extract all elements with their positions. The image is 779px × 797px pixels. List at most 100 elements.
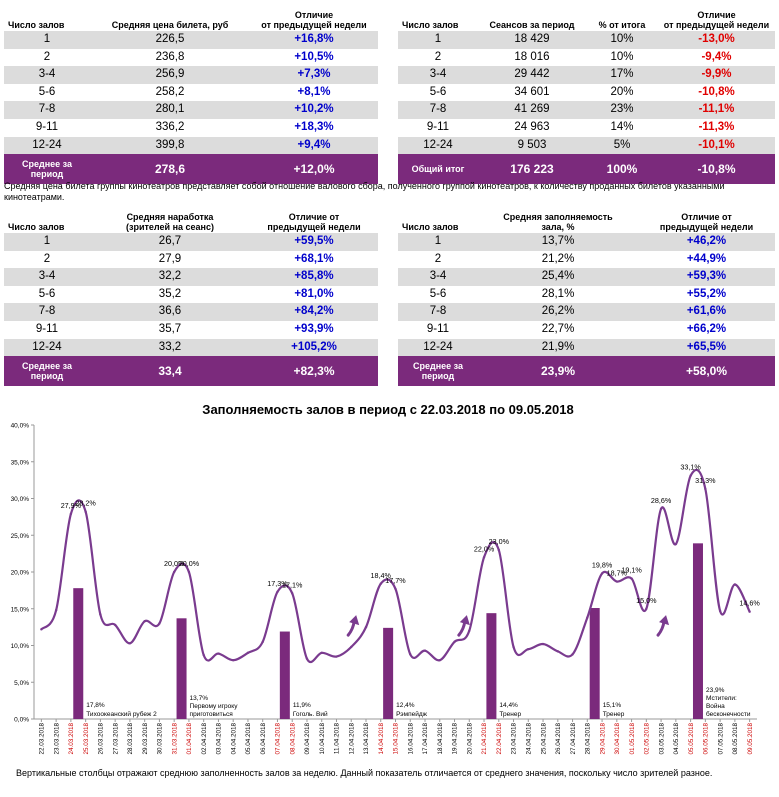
- row-label: 5-6: [398, 83, 478, 102]
- cell-value: 23%: [586, 101, 658, 119]
- bar-value-label: 12,4%: [396, 702, 415, 709]
- x-tick-label: 31.03.2018: [171, 723, 178, 755]
- row-label: 3-4: [398, 66, 478, 84]
- bar-film-label: Тихоокеанский рубеж 2: [86, 710, 157, 718]
- footer-share: 100%: [586, 154, 658, 185]
- x-tick-label: 29.04.2018: [599, 723, 606, 755]
- data-point: [733, 583, 737, 586]
- cell-value: 34 601: [478, 83, 586, 102]
- table-row: 3-4 32,2 +85,8%: [4, 268, 378, 286]
- table-row: 7-8 26,2% +61,6%: [398, 303, 775, 321]
- column-header: Сеансов за период: [489, 20, 575, 30]
- table-row: 12-24 21,9% +65,5%: [398, 338, 775, 357]
- column-header-text: Отличие от предыдущей недели: [659, 212, 754, 232]
- data-point: [541, 642, 545, 646]
- point-value-label: 20,0%: [164, 559, 185, 568]
- footer-change: +82,3%: [250, 356, 378, 387]
- x-tick-label: 18.04.2018: [437, 723, 444, 755]
- bar-value-label: 14,4%: [499, 702, 518, 709]
- row-label: 1: [398, 31, 478, 49]
- cell-value: -10,8%: [658, 83, 775, 102]
- cell-value: 26,2%: [478, 303, 638, 321]
- row-label: 9-11: [4, 320, 90, 339]
- row-label: 1: [4, 31, 90, 49]
- row-label: 9-11: [398, 320, 478, 339]
- bar-value-label: 11,9%: [293, 702, 311, 709]
- bar-value-label: 23,9%: [706, 687, 725, 694]
- cell-value: +10,5%: [250, 48, 378, 67]
- x-tick-label: 23.04.2018: [511, 723, 518, 755]
- table-avg-price: Число залов Средняя цена билета, руб Отл…: [4, 4, 378, 185]
- cell-value: -11,1%: [658, 101, 775, 119]
- point-value-label: 19,8%: [592, 560, 613, 569]
- point-value-label: 19,1%: [621, 566, 642, 575]
- cell-value: 24 963: [478, 118, 586, 137]
- data-point: [40, 628, 43, 631]
- bar-value-label: 15,1%: [603, 702, 622, 709]
- point-value-label: 33,1%: [680, 463, 701, 472]
- cell-value: 32,2: [90, 268, 250, 286]
- row-label: 5-6: [4, 83, 90, 102]
- x-tick-label: 16.04.2018: [407, 723, 414, 755]
- x-tick-label: 01.05.2018: [629, 723, 636, 755]
- table-row: 9-11 24 963 14% -11,3%: [398, 118, 775, 137]
- chart-title: Заполняемость залов в период с 22.03.201…: [202, 402, 573, 417]
- y-tick-label: 25,0%: [11, 533, 30, 540]
- cell-value: 14%: [586, 118, 658, 137]
- bar-film-label: Тренер: [499, 711, 521, 718]
- cell-value: 20%: [586, 83, 658, 102]
- cell-value: 5%: [586, 136, 658, 155]
- table-row: 5-6 28,1% +55,2%: [398, 285, 775, 304]
- column-header: Число залов: [8, 222, 65, 232]
- table-sessions: Число залов Сеансов за период % от итога…: [398, 4, 775, 185]
- row-label: 3-4: [4, 66, 90, 84]
- cell-value: 13,7%: [478, 233, 638, 251]
- table-row: 12-24 399,8 +9,4%: [4, 136, 378, 155]
- footer-value: 278,6: [90, 154, 250, 185]
- row-label: 12-24: [398, 338, 478, 357]
- cell-value: 22,7%: [478, 320, 638, 339]
- row-label: 2: [398, 250, 478, 269]
- column-header: Средняя цена билета, руб: [111, 20, 229, 30]
- y-tick-label: 40,0%: [11, 423, 30, 430]
- cell-value: +46,2%: [638, 233, 775, 251]
- table-row: 12-24 9 503 5% -10,1%: [398, 136, 775, 155]
- data-point: [143, 620, 146, 623]
- x-tick-label: 20.04.2018: [466, 723, 473, 755]
- y-tick-label: 30,0%: [11, 496, 30, 503]
- x-tick-label: 19.04.2018: [452, 723, 459, 755]
- point-value-label: 31,3%: [695, 476, 716, 485]
- data-point: [202, 653, 205, 657]
- row-label: 5-6: [4, 285, 90, 304]
- point-value-label: 17,3%: [267, 579, 288, 588]
- x-tick-label: 17.04.2018: [422, 723, 429, 755]
- table-row: 9-11 22,7% +66,2%: [398, 320, 775, 339]
- table-row: 3-4 29 442 17% -9,9%: [398, 66, 775, 84]
- data-point: [99, 613, 102, 616]
- cell-value: +85,8%: [250, 268, 378, 286]
- data-point: [615, 580, 619, 583]
- x-tick-label: 22.03.2018: [39, 723, 46, 755]
- data-point: [409, 653, 412, 656]
- x-tick-label: 07.05.2018: [717, 723, 724, 755]
- data-point: [468, 629, 471, 632]
- row-label: 7-8: [398, 101, 478, 119]
- row-label: 12-24: [398, 136, 478, 155]
- table-row: 5-6 35,2 +81,0%: [4, 285, 378, 304]
- cell-value: 26,7: [90, 233, 250, 251]
- x-tick-label: 10.04.2018: [319, 723, 326, 755]
- table-row: 7-8 41 269 23% -11,1%: [398, 101, 775, 119]
- cell-value: 256,9: [90, 66, 250, 84]
- x-tick-label: 04.04.2018: [230, 723, 237, 755]
- table-row: 3-4 256,9 +7,3%: [4, 66, 378, 84]
- cell-value: -10,1%: [658, 136, 775, 155]
- weekly-bar: [692, 543, 703, 719]
- bar-film-label: Тренер: [603, 711, 625, 718]
- data-point: [482, 556, 486, 559]
- x-tick-label: 29.03.2018: [142, 723, 149, 755]
- data-point: [291, 592, 294, 595]
- data-point: [645, 607, 648, 610]
- cell-value: 35,2: [90, 285, 250, 304]
- column-header-text: Средняя наработка (зрителей на сеанс): [126, 212, 214, 232]
- table-avg-attendance: Число залов Средняя наработка (зрителей …: [4, 206, 378, 387]
